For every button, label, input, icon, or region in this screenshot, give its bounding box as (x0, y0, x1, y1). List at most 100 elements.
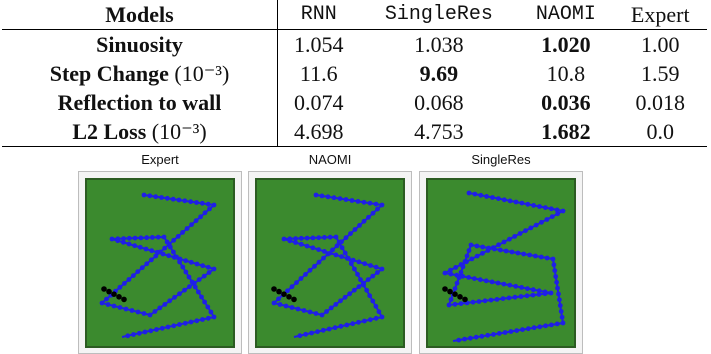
trajectory-point (336, 239, 342, 245)
trajectory-point (536, 288, 542, 294)
trajectory-point (135, 309, 141, 315)
trajectory-point (304, 235, 310, 241)
trajectory-point (298, 235, 304, 241)
results-table: Models RNN SingleRes NAOMI Expert Sinuos… (2, 0, 707, 147)
trajectory-point (184, 226, 190, 231)
trajectory-point (483, 278, 489, 284)
trajectory-point (211, 314, 217, 320)
trajectory-point (342, 250, 348, 256)
trajectory-point (528, 225, 534, 231)
trajectory-point (497, 247, 503, 253)
trajectory-point (150, 235, 155, 240)
trajectory-point (277, 302, 283, 307)
table-cell-best: 0.036 (541, 90, 591, 115)
trajectory-point (144, 235, 150, 241)
trajectory-point (99, 300, 105, 306)
trajectory-point (557, 303, 563, 308)
trajectory-point (373, 315, 379, 321)
trajectory-point (509, 249, 515, 255)
trajectory-point (342, 294, 348, 300)
table-cell: 11.6 (299, 61, 338, 86)
trajectory-point (513, 283, 519, 289)
trajectory-point (310, 245, 316, 251)
trajectory-point (358, 277, 363, 283)
trajectory-point (442, 270, 448, 276)
table-cell-best: 1.682 (518, 117, 614, 147)
trajectory-point (460, 273, 466, 279)
trajectory-point (502, 330, 508, 335)
trajectory-point (351, 287, 357, 293)
trajectory-point (513, 199, 519, 205)
trajectory-point (367, 293, 373, 299)
trajectory-point (138, 235, 144, 241)
trajectory-point (141, 311, 147, 316)
trajectory-point (205, 201, 211, 207)
trajectory-point (164, 195, 170, 201)
trajectory-point (494, 297, 500, 302)
trajectory-point (508, 329, 514, 334)
trajectory-point (559, 314, 565, 320)
row-label-text: Sinuosity (96, 32, 183, 57)
trajectory-point (165, 324, 171, 330)
models-header: Models (2, 0, 278, 30)
trajectory-point (524, 293, 530, 299)
table-row: L2 Loss (10⁻³) 4.698 4.753 1.682 0.0 (2, 117, 707, 147)
trajectory-point (310, 235, 316, 241)
trajectory-point (162, 245, 168, 251)
col-header-singleres: SingleRes (359, 0, 519, 30)
table-cell: 0.074 (294, 90, 344, 115)
trajectory-point (484, 194, 489, 199)
field (428, 180, 574, 346)
trajectory-point (539, 219, 544, 225)
trajectory-point (285, 288, 290, 294)
trajectory-point (183, 269, 189, 275)
trajectory-point (177, 291, 182, 297)
trajectory-point (542, 291, 548, 297)
trajectory-point (379, 314, 385, 320)
trajectory-point (289, 305, 295, 310)
trajectory-point (332, 325, 338, 331)
trajectory-point (131, 273, 136, 278)
trajectory-point (141, 192, 147, 198)
panel-expert (78, 171, 242, 354)
trajectory-point (507, 282, 513, 288)
trajectory-point (379, 202, 385, 208)
trajectory-point (324, 309, 329, 314)
trajectory-point (326, 326, 332, 332)
trajectory-point (482, 298, 488, 304)
trajectory-point (352, 266, 357, 272)
trajectory-point (301, 308, 307, 313)
trajectory-point (496, 331, 502, 336)
trajectory-point (373, 303, 379, 309)
trajectory-point (192, 284, 198, 290)
trajectory-point (339, 254, 344, 259)
trajectory-point (111, 303, 117, 309)
trajectory-point (126, 235, 132, 241)
trajectory-point (207, 206, 212, 212)
trajectory-point (132, 235, 138, 241)
trajectory-point (523, 228, 528, 234)
trajectory-point (544, 255, 550, 261)
observed-point (462, 296, 468, 303)
trajectory-point (458, 301, 464, 306)
trajectory-point (344, 322, 350, 328)
trajectory-point (558, 309, 564, 314)
trajectory-point (115, 236, 121, 242)
trajectory-point (331, 195, 337, 201)
trajectory-point (170, 196, 176, 202)
trajectory-point (480, 250, 485, 256)
trajectory-point (456, 275, 462, 281)
trajectory-point (551, 262, 557, 268)
trajectory-point (485, 332, 491, 338)
trajectory-point (530, 292, 536, 298)
trajectory-point (271, 300, 277, 306)
trajectory-point (161, 234, 167, 240)
trajectory-point (517, 231, 523, 236)
trajectory-point (293, 236, 298, 241)
panel-singleres (419, 171, 583, 354)
trajectory-point (144, 261, 150, 267)
trajectory-point (552, 268, 558, 273)
trajectory-point (125, 333, 131, 339)
trajectory-point (196, 277, 202, 282)
trajectory-point (183, 258, 189, 264)
